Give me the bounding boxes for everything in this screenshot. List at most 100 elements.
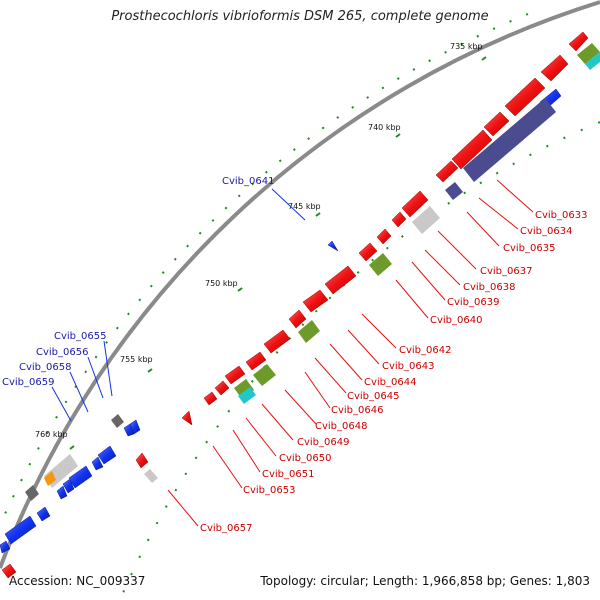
gene-label: Cvib_0650 xyxy=(279,453,331,464)
gene-arrow xyxy=(4,515,37,545)
gene-label: Cvib_0633 xyxy=(535,210,587,221)
gene-arrow xyxy=(129,419,141,435)
cog-box xyxy=(44,471,56,486)
leader-line xyxy=(284,389,317,425)
gene-arrow xyxy=(224,365,246,385)
outer-tick-track xyxy=(0,13,529,528)
forward-gene-labels[interactable]: Cvib_0633 Cvib_0634 Cvib_0635 Cvib_0637 … xyxy=(200,210,587,534)
cog-box xyxy=(445,182,463,200)
gene-arrow xyxy=(483,111,510,137)
leader-line xyxy=(314,357,347,394)
cog-boxes[interactable] xyxy=(25,43,600,501)
gene-label: Cvib_0644 xyxy=(364,377,416,388)
gene-arrow xyxy=(288,309,307,329)
gene-label: Cvib_0642 xyxy=(399,345,451,356)
leader-line xyxy=(395,279,429,319)
leader-line xyxy=(496,179,534,213)
leader-line xyxy=(304,371,331,409)
cog-box xyxy=(585,52,600,70)
forward-genes[interactable] xyxy=(1,31,589,579)
gene-arrow xyxy=(358,242,378,262)
leader-line xyxy=(411,261,446,301)
leader-line xyxy=(437,230,477,270)
gene-arrow xyxy=(376,228,392,245)
scale-label: 760 kbp xyxy=(35,430,68,439)
gene-label: Cvib_0653 xyxy=(243,485,295,496)
map-title: Prosthecochloris vibrioformis DSM 265, c… xyxy=(111,9,489,24)
gene-arrow xyxy=(245,351,267,371)
cog-box xyxy=(412,206,440,234)
leader-line xyxy=(232,429,261,473)
leader-line xyxy=(51,386,72,422)
gene-label: Cvib_0635 xyxy=(503,243,555,254)
cog-box xyxy=(234,379,254,399)
leader-line xyxy=(87,356,104,399)
cog-box xyxy=(253,364,276,386)
leader-line xyxy=(167,489,199,527)
cog-box xyxy=(25,485,39,501)
cog-box xyxy=(463,98,556,182)
cog-box xyxy=(298,320,320,343)
reverse-leader-lines xyxy=(51,188,306,422)
gene-label: Cvib_0655 xyxy=(54,331,106,342)
genome-summary-text: Topology: circular; Length: 1,966,858 bp… xyxy=(260,574,590,588)
gene-arrow xyxy=(214,380,230,396)
gene-arrow xyxy=(327,240,339,252)
cog-box xyxy=(577,43,600,64)
leader-line xyxy=(329,343,363,381)
scale-label: 735 kbp xyxy=(450,42,483,51)
gene-label: Cvib_0648 xyxy=(315,421,367,432)
inner-tick-track xyxy=(119,121,600,600)
scale-ticks xyxy=(69,56,487,450)
gene-arrow xyxy=(68,465,93,489)
gene-label: Cvib_0651 xyxy=(262,469,314,480)
gene-label: Cvib_0640 xyxy=(430,315,482,326)
scale-label: 750 kbp xyxy=(205,279,238,288)
scale-label: 745 kbp xyxy=(288,202,321,211)
gene-arrow xyxy=(435,160,459,183)
leader-line xyxy=(424,249,461,286)
gene-arrow xyxy=(568,31,589,52)
forward-leader-lines xyxy=(167,179,534,527)
gene-arrow xyxy=(135,452,149,469)
gene-label: Cvib_0641 xyxy=(222,176,274,187)
gene-arrow xyxy=(540,54,569,82)
gene-arrow xyxy=(263,329,291,354)
genome-backbone xyxy=(0,0,600,569)
cog-box xyxy=(369,253,392,276)
gene-label: Cvib_0634 xyxy=(520,226,572,237)
leader-line xyxy=(103,340,113,397)
gene-arrow xyxy=(324,265,357,295)
scale-label: 740 kbp xyxy=(368,123,401,132)
leader-line xyxy=(466,211,500,247)
leader-line xyxy=(347,329,380,365)
accession-text: Accession: NC_009337 xyxy=(9,574,146,588)
scale-label: 755 kbp xyxy=(120,355,153,364)
leader-line xyxy=(478,197,519,230)
scale-labels: 735 kbp 740 kbp 745 kbp 750 kbp 755 kbp … xyxy=(35,42,483,439)
gene-arrow xyxy=(56,485,68,500)
cog-box xyxy=(111,414,124,428)
gene-label: Cvib_0659 xyxy=(2,377,54,388)
gene-label: Cvib_0656 xyxy=(36,347,88,358)
gene-arrow xyxy=(1,563,17,579)
gene-label: Cvib_0645 xyxy=(347,391,399,402)
gene-arrow xyxy=(97,445,117,465)
leader-line xyxy=(69,371,89,413)
leader-line xyxy=(261,403,294,441)
gene-arrow xyxy=(401,190,429,218)
gene-arrow xyxy=(391,211,407,228)
gene-arrow xyxy=(203,391,218,406)
gene-label: Cvib_0657 xyxy=(200,523,252,534)
gene-arrow xyxy=(62,478,75,494)
gene-label: Cvib_0638 xyxy=(463,282,515,293)
gene-label: Cvib_0646 xyxy=(331,405,383,416)
gene-arrow xyxy=(36,506,51,522)
reverse-gene-labels[interactable]: Cvib_0641 Cvib_0655 Cvib_0656 Cvib_0658 … xyxy=(2,176,274,388)
leader-line xyxy=(271,188,306,221)
gene-label: Cvib_0639 xyxy=(447,297,499,308)
gene-label: Cvib_0658 xyxy=(19,362,71,373)
cog-box xyxy=(238,387,256,404)
gene-label: Cvib_0637 xyxy=(480,266,532,277)
